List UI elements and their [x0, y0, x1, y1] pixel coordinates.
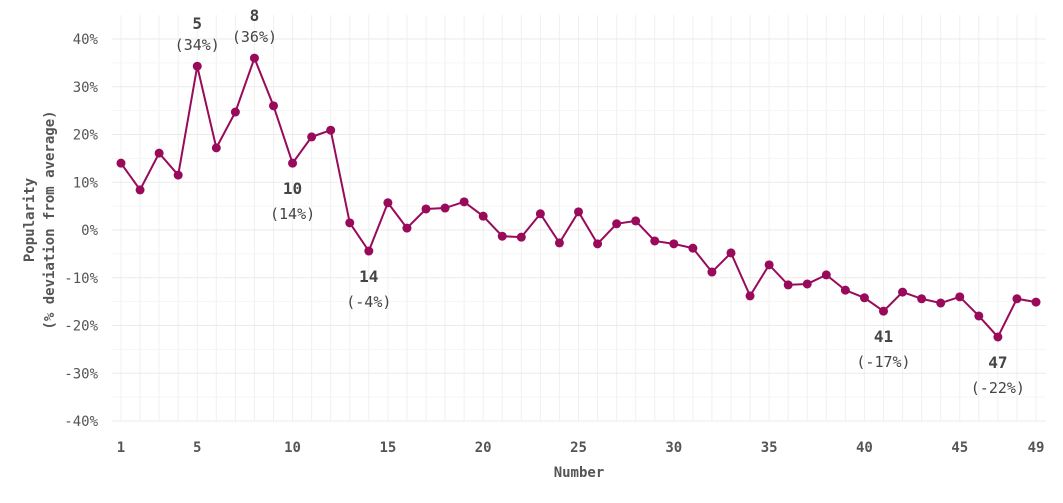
x-tick-label: 5: [193, 440, 201, 456]
data-point: [955, 292, 965, 302]
y-tick-label: -10%: [64, 271, 98, 287]
data-point: [802, 279, 812, 289]
data-point: [898, 287, 908, 297]
data-point: [1031, 297, 1041, 307]
data-point: [745, 291, 755, 301]
x-axis-label: Number: [554, 465, 605, 481]
data-point: [859, 293, 869, 303]
data-point: [612, 219, 622, 229]
annotation-number: 47: [988, 353, 1007, 372]
data-point: [345, 218, 355, 228]
y-axis-label-line1: Popularity: [22, 177, 38, 262]
x-tick-label: 49: [1028, 440, 1045, 456]
data-point: [574, 207, 583, 217]
data-point: [840, 285, 850, 295]
x-tick-label: 25: [570, 440, 587, 456]
data-point: [440, 203, 450, 213]
y-tick-label: 10%: [73, 175, 99, 191]
series-line: [116, 53, 1041, 342]
x-tick-label: 30: [665, 440, 682, 456]
data-point: [631, 216, 641, 226]
data-point: [974, 311, 984, 321]
annotation-number: 10: [283, 179, 302, 198]
data-point: [459, 197, 469, 207]
data-point: [269, 101, 278, 111]
data-point: [516, 232, 526, 242]
data-point: [936, 298, 946, 308]
annotation-number: 5: [192, 14, 202, 33]
data-point: [116, 158, 126, 168]
y-tick-label: 0%: [81, 223, 98, 239]
data-point: [326, 125, 336, 135]
x-tick-label: 15: [379, 440, 396, 456]
annotation-value: (36%): [232, 28, 277, 46]
y-axis-label-line2: (% deviation from average): [42, 110, 58, 329]
data-point: [402, 223, 412, 233]
data-point: [478, 211, 488, 221]
x-tick-label: 45: [951, 440, 968, 456]
data-point: [993, 332, 1003, 342]
data-point: [593, 239, 603, 249]
data-point: [230, 107, 240, 117]
data-point: [154, 148, 164, 158]
data-point: [383, 198, 393, 208]
x-tick-label: 20: [475, 440, 492, 456]
y-tick-label: -40%: [64, 414, 98, 430]
data-point: [879, 306, 888, 316]
data-point: [364, 246, 374, 256]
data-point: [783, 280, 793, 290]
data-point: [707, 267, 717, 277]
data-point: [726, 248, 736, 258]
data-point: [688, 243, 698, 253]
data-point: [288, 158, 298, 168]
y-tick-label: 30%: [73, 80, 99, 96]
data-point: [669, 239, 679, 249]
x-tick-label: 35: [761, 440, 778, 456]
data-point: [173, 170, 183, 180]
annotation-number: 8: [250, 6, 260, 25]
data-point: [421, 204, 431, 214]
annotation-number: 14: [359, 267, 378, 286]
data-point: [1012, 294, 1022, 304]
x-tick-label: 40: [856, 440, 873, 456]
y-tick-label: -30%: [64, 366, 98, 382]
data-point: [249, 53, 259, 63]
data-point: [650, 236, 660, 246]
data-point: [917, 294, 927, 304]
x-axis-ticks: 1 5 10 15 20 25 30 35 40 45 49: [117, 440, 1045, 456]
x-tick-label: 1: [117, 440, 125, 456]
y-axis-ticks: -40% -30% -20% -10% 0% 10% 20% 30% 40%: [64, 32, 98, 430]
data-point: [764, 260, 774, 270]
y-tick-label: -20%: [64, 319, 98, 335]
annotation-value: (34%): [175, 36, 220, 54]
data-point: [535, 209, 545, 219]
annotations: 5 (34%) 8 (36%) 10 (14%) 14 (-4%) 41 (-17%) 47 (-22…: [175, 6, 1025, 397]
annotation-value: (14%): [270, 205, 315, 223]
data-point: [135, 185, 145, 195]
data-point: [307, 132, 317, 142]
data-point: [497, 231, 507, 241]
y-tick-label: 40%: [73, 32, 99, 48]
annotation-value: (-4%): [346, 293, 391, 311]
y-tick-label: 20%: [73, 128, 99, 144]
data-point: [192, 61, 202, 71]
x-tick-label: 10: [284, 440, 301, 456]
data-point: [821, 270, 831, 280]
annotation-value: (-22%): [971, 379, 1025, 397]
data-point: [211, 143, 221, 153]
data-point: [554, 238, 564, 248]
annotation-number: 41: [874, 327, 893, 346]
annotation-value: (-17%): [856, 353, 910, 371]
